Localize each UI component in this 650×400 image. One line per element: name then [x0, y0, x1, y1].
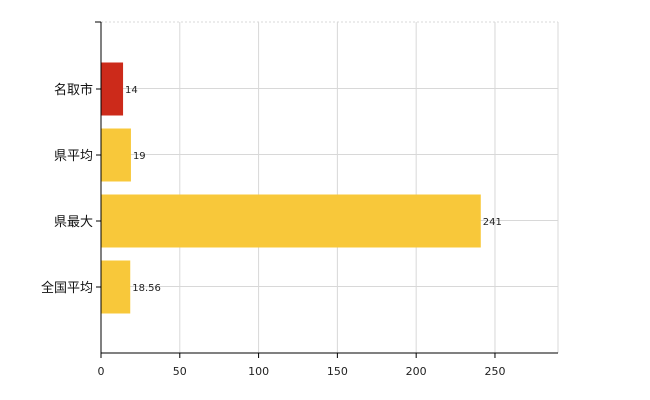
bars [101, 62, 481, 314]
x-tick-label: 150 [327, 365, 348, 378]
category-label-4: 全国平均 [41, 280, 93, 296]
x-tick-label: 100 [248, 365, 269, 378]
data-label-2: 19 [133, 151, 146, 162]
category-label-1: 名取市 [54, 82, 93, 98]
x-tick-label: 250 [484, 365, 505, 378]
category-label-2: 県平均 [54, 149, 93, 164]
data-label-4: 18.56 [132, 283, 161, 294]
data-label-1: 14 [125, 85, 138, 96]
x-tick-label: 0 [98, 365, 105, 378]
bar-1 [101, 62, 124, 116]
bar-3 [101, 194, 481, 248]
data-label-3: 241 [483, 217, 502, 228]
x-tick-label: 50 [173, 365, 187, 378]
grid-lines [101, 21, 559, 353]
category-label-3: 県最大 [54, 215, 93, 230]
bar-4 [101, 260, 131, 314]
bar-2 [101, 128, 131, 182]
axes [95, 21, 558, 358]
x-tick-label: 200 [406, 365, 427, 378]
